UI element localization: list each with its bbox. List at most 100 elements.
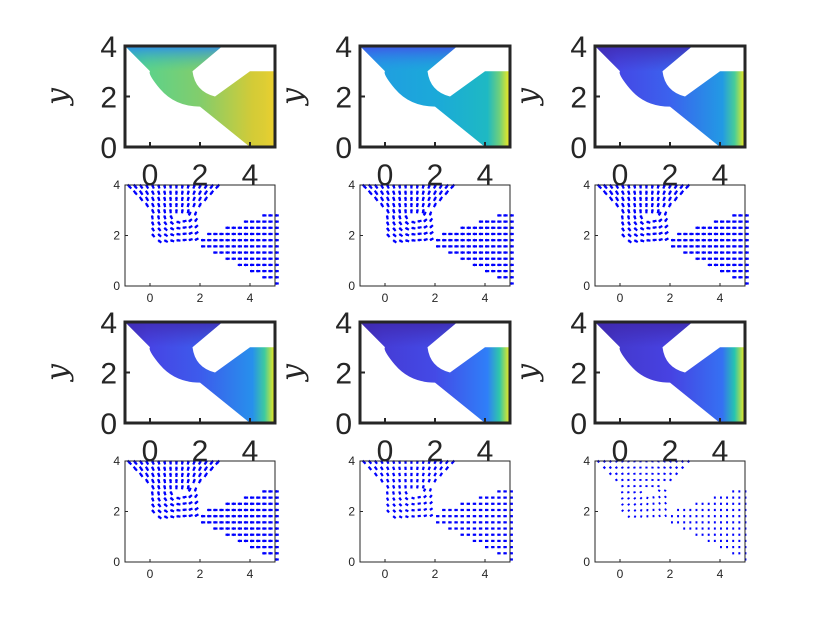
vectors-4-arrowhead xyxy=(257,545,261,549)
vectors-6-arrowhead xyxy=(707,533,710,536)
vectors-4-arrowhead xyxy=(263,533,267,537)
vectors-2-arrowhead xyxy=(449,232,453,236)
vectors-6-arrowhead xyxy=(658,509,661,511)
field-2-ytick-label: 4 xyxy=(335,31,352,64)
vectors-4-arrowhead xyxy=(180,480,184,484)
vectors-3-arrowhead xyxy=(739,275,743,279)
vectors-3-arrowhead xyxy=(640,221,644,225)
vectors-1-arrowhead xyxy=(139,191,143,195)
vectors-4-arrowhead xyxy=(163,492,167,496)
vectors-4-arrowhead xyxy=(189,514,193,518)
vectors-2-frame xyxy=(359,184,511,287)
vectors-6-arrowhead xyxy=(738,509,741,511)
vectors-6-arrowhead xyxy=(645,485,648,488)
vectors-3-arrowhead xyxy=(627,210,631,214)
vectors-6-arrowhead xyxy=(714,515,716,518)
vectors-6-arrowhead xyxy=(633,472,636,475)
vectors-5-arrowhead xyxy=(510,545,513,549)
vectors-5-arrowhead xyxy=(504,508,507,512)
vectors-6-arrowhead xyxy=(738,521,741,524)
field-3-ytick-label: 0 xyxy=(570,132,587,165)
vectors-2-arrowhead xyxy=(468,251,471,255)
vectors-6-arrowhead xyxy=(633,503,636,506)
vectors-6-arrowhead xyxy=(652,502,655,505)
vectors-2-arrowhead xyxy=(423,211,426,216)
vectors-6-arrowhead xyxy=(621,503,623,506)
vectors-1-arrowhead xyxy=(170,221,174,225)
vectors-1-arrowhead xyxy=(226,238,230,242)
vectors-2-arrowhead xyxy=(486,257,490,261)
vectors-4-arrowhead xyxy=(145,467,149,471)
vectors-3-arrowhead xyxy=(609,185,613,189)
vectors-4-arrowhead xyxy=(245,496,249,500)
vectors-3-arrowhead xyxy=(733,269,737,273)
vectors-3-arrowhead xyxy=(684,251,688,255)
vectors-1-arrowhead xyxy=(226,232,230,236)
vectors-6-arrowhead xyxy=(645,472,648,475)
vectors-1-arrowhead xyxy=(183,238,187,242)
field-4-xtick-label: 2 xyxy=(192,435,209,468)
vectors-2-arrowhead xyxy=(386,185,390,189)
vectors-5-arrowhead xyxy=(404,473,407,477)
vectors-4-arrowhead xyxy=(269,545,273,549)
vectors-5-arrowhead xyxy=(424,508,427,511)
vectors-1-arrowhead xyxy=(215,185,219,189)
vectors-5-panel: 0 2 4 0 2 4 xyxy=(348,454,513,581)
vectors-4-arrowhead xyxy=(151,504,155,508)
vectors-4-arrowhead xyxy=(210,461,214,465)
vectors-6-arrowhead xyxy=(640,515,643,518)
vectors-5-ytick-label: 2 xyxy=(348,505,355,519)
vectors-4-arrowhead xyxy=(275,489,279,493)
vectors-6-arrowhead xyxy=(695,527,698,530)
vectors-5-arrowhead xyxy=(492,502,495,506)
vectors-1-arrowhead xyxy=(226,244,230,248)
vectors-2-arrowhead xyxy=(455,251,459,255)
field-6-xtick-label: 4 xyxy=(712,435,729,468)
vectors-5-arrowhead xyxy=(480,521,483,524)
vectors-4-arrowhead xyxy=(145,479,149,484)
vectors-1-arrowhead xyxy=(275,269,279,273)
vectors-1-arrowhead xyxy=(157,227,161,231)
vectors-3-arrowhead xyxy=(668,197,672,201)
vectors-6-arrowhead xyxy=(695,502,698,505)
vectors-4-arrowhead xyxy=(198,467,202,471)
vectors-2-arrowhead xyxy=(412,238,416,242)
vectors-5-arrowhead xyxy=(398,491,401,495)
vectors-5-arrowhead xyxy=(473,527,477,530)
vectors-1-arrowhead xyxy=(151,185,155,189)
vectors-2-ytick-label: 0 xyxy=(348,279,355,293)
vectors-1-arrowhead xyxy=(239,251,242,255)
vectors-6-arrowhead xyxy=(652,496,655,499)
vectors-4-arrowhead xyxy=(251,533,255,537)
vectors-6-arrowhead xyxy=(738,496,741,499)
vectors-4-arrowhead xyxy=(168,461,173,465)
vectors-2-arrowhead xyxy=(504,220,508,224)
vectors-1-arrowhead xyxy=(168,185,173,189)
vectors-2-arrowhead xyxy=(391,216,395,220)
vectors-5-arrowhead xyxy=(467,502,471,506)
vectors-2-arrowhead xyxy=(480,251,484,255)
vectors-2-arrowhead xyxy=(409,191,413,195)
vectors-3-arrowhead xyxy=(715,226,719,230)
vectors-2-arrowhead xyxy=(380,191,384,195)
vectors-4-arrowhead xyxy=(163,480,167,484)
vectors-5-arrowhead xyxy=(386,467,389,470)
vectors-3-arrowhead xyxy=(745,244,749,248)
vectors-5-arrowhead xyxy=(404,467,407,470)
vectors-4-xtick-label: 4 xyxy=(247,567,254,581)
vectors-5-arrowhead xyxy=(443,521,446,524)
vectors-3-arrowhead xyxy=(696,226,700,230)
vectors-5-ytick-label: 4 xyxy=(348,454,355,468)
vectors-6-arrowhead xyxy=(657,472,660,475)
vectors-6-arrowhead xyxy=(677,521,680,524)
vectors-6-arrowhead xyxy=(695,521,698,524)
vectors-4-arrowhead xyxy=(157,461,161,465)
field-1-xtick-label: 2 xyxy=(192,159,209,192)
vectors-4-arrowhead xyxy=(163,473,167,477)
vectors-6-arrowhead xyxy=(603,466,606,469)
vectors-5-arrowhead xyxy=(510,521,513,524)
vectors-3-arrowhead xyxy=(674,197,678,201)
vectors-4-arrowhead xyxy=(245,502,249,506)
vectors-1-arrowhead xyxy=(151,228,155,232)
vectors-3-arrowhead xyxy=(709,251,712,255)
